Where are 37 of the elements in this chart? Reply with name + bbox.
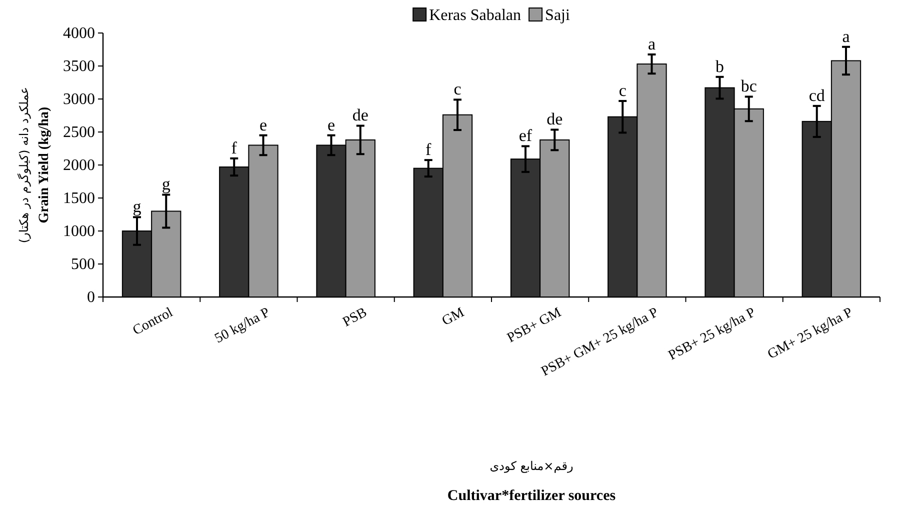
data-label: c — [454, 80, 462, 99]
y-tick-label: 3500 — [63, 58, 95, 75]
data-label: bc — [740, 76, 758, 96]
y-tick-label: 2500 — [63, 124, 95, 141]
x-tick-label: 50 kg/ha P — [212, 305, 273, 347]
x-tick-label: PSB — [340, 305, 370, 330]
data-label: e — [259, 115, 268, 134]
legend-label: Saji — [545, 7, 570, 24]
data-label: f — [426, 140, 432, 160]
y-axis-title: Grain Yield (kg/ha) — [37, 106, 52, 224]
y-tick-label: 500 — [71, 256, 95, 273]
data-label: e — [327, 115, 336, 134]
data-label: ef — [518, 126, 532, 146]
data-label: a — [648, 34, 656, 54]
data-label: de — [352, 106, 368, 125]
data-label: c — [618, 80, 627, 100]
data-label: g — [132, 197, 142, 216]
text: عملکرد دانه (کیلوگرم در هکتار) — [17, 86, 31, 244]
text: Cultivar*fertilizer sources — [447, 488, 616, 504]
y-tick-label: 4000 — [63, 25, 95, 42]
x-tick-label: PSB+ GM — [504, 305, 564, 346]
data-label: de — [546, 110, 563, 129]
data-label: f — [231, 138, 238, 158]
data-label: cd — [808, 86, 826, 105]
y-tick-label: 1500 — [63, 190, 95, 207]
data-label: g — [162, 174, 171, 194]
y-tick-label: 0 — [87, 289, 95, 306]
x-tick-label: GM+ 25 kg/ha P — [765, 305, 856, 363]
x-tick-label: PSB+ 25 kg/ha P — [666, 305, 758, 364]
data-label: a — [842, 26, 850, 46]
y-tick-label: 2000 — [63, 157, 95, 174]
y-tick-label: 3000 — [63, 91, 95, 108]
text: رقم×منابع کودی — [490, 459, 574, 473]
legend-label: Keras Sabalan — [429, 7, 522, 24]
data-label: b — [715, 56, 724, 76]
y-tick-label: 1000 — [63, 223, 95, 240]
x-tick-label: GM — [440, 305, 468, 330]
